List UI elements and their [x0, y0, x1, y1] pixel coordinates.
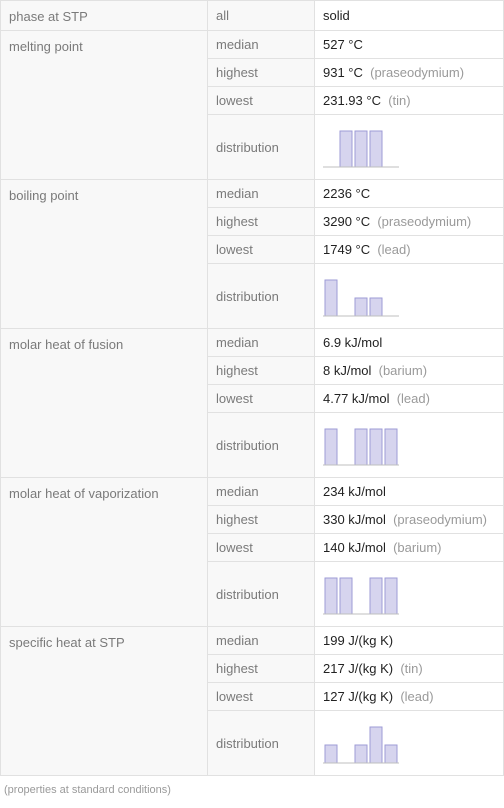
property-value: 931 °C (praseodymium) [315, 59, 504, 87]
distribution-chart [323, 274, 399, 318]
property-value: solid [315, 1, 504, 31]
value-annotation: (tin) [388, 93, 410, 108]
property-value: 127 J/(kg K) (lead) [315, 683, 504, 711]
stat-label: highest [208, 59, 315, 87]
stat-label: lowest [208, 683, 315, 711]
value-annotation: (praseodymium) [393, 512, 487, 527]
stat-label: highest [208, 208, 315, 236]
property-value: 199 J/(kg K) [315, 627, 504, 655]
stat-label: lowest [208, 534, 315, 562]
stat-label: median [208, 627, 315, 655]
distribution-cell [315, 711, 504, 776]
property-name: boiling point [1, 180, 208, 329]
stat-label: median [208, 31, 315, 59]
distribution-cell [315, 264, 504, 329]
distribution-cell [315, 562, 504, 627]
stat-label: highest [208, 357, 315, 385]
property-name: specific heat at STP [1, 627, 208, 776]
stat-label: highest [208, 655, 315, 683]
property-value: 527 °C [315, 31, 504, 59]
stat-label: distribution [208, 562, 315, 627]
property-value: 231.93 °C (tin) [315, 87, 504, 115]
property-value: 3290 °C (praseodymium) [315, 208, 504, 236]
value-annotation: (barium) [393, 540, 441, 555]
distribution-chart [323, 572, 399, 616]
distribution-chart [323, 423, 399, 467]
property-value: 8 kJ/mol (barium) [315, 357, 504, 385]
stat-label: distribution [208, 711, 315, 776]
distribution-cell [315, 413, 504, 478]
value-annotation: (praseodymium) [377, 214, 471, 229]
property-value: 217 J/(kg K) (tin) [315, 655, 504, 683]
property-value: 4.77 kJ/mol (lead) [315, 385, 504, 413]
property-value: 1749 °C (lead) [315, 236, 504, 264]
distribution-chart [323, 125, 399, 169]
stat-label: median [208, 329, 315, 357]
property-name: molar heat of vaporization [1, 478, 208, 627]
distribution-cell [315, 115, 504, 180]
stat-label: distribution [208, 413, 315, 478]
property-value: 140 kJ/mol (barium) [315, 534, 504, 562]
property-name: molar heat of fusion [1, 329, 208, 478]
value-annotation: (lead) [377, 242, 410, 257]
stat-label: distribution [208, 115, 315, 180]
value-annotation: (tin) [400, 661, 422, 676]
value-annotation: (lead) [397, 391, 430, 406]
property-value: 2236 °C [315, 180, 504, 208]
stat-label: distribution [208, 264, 315, 329]
property-value: 330 kJ/mol (praseodymium) [315, 506, 504, 534]
value-annotation: (lead) [400, 689, 433, 704]
stat-label: median [208, 478, 315, 506]
property-name: melting point [1, 31, 208, 180]
value-annotation: (barium) [379, 363, 427, 378]
properties-table: phase at STPallsolidmelting pointmedian5… [0, 0, 504, 776]
footer-note: (properties at standard conditions) [0, 776, 504, 808]
stat-label: all [208, 1, 315, 31]
property-value: 6.9 kJ/mol [315, 329, 504, 357]
value-annotation: (praseodymium) [370, 65, 464, 80]
stat-label: median [208, 180, 315, 208]
stat-label: highest [208, 506, 315, 534]
distribution-chart [323, 721, 399, 765]
property-value: 234 kJ/mol [315, 478, 504, 506]
stat-label: lowest [208, 385, 315, 413]
property-name: phase at STP [1, 1, 208, 31]
stat-label: lowest [208, 87, 315, 115]
stat-label: lowest [208, 236, 315, 264]
